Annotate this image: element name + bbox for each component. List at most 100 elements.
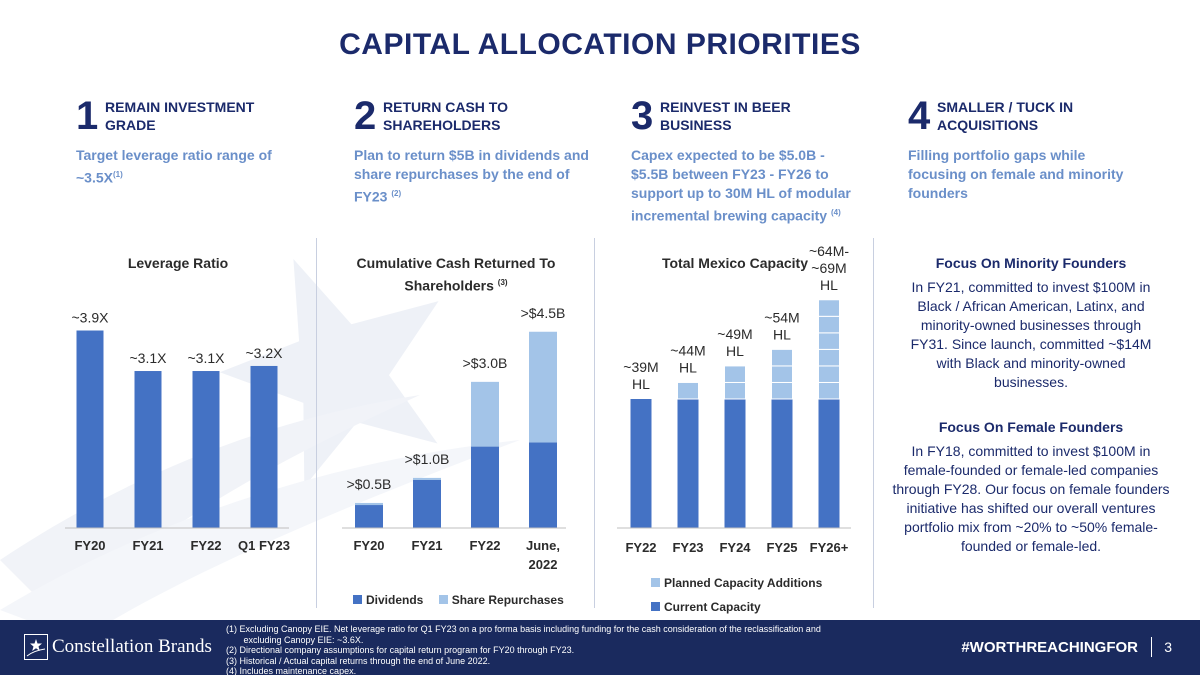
footnote: (2) Directional company assumptions for …	[226, 645, 575, 655]
column-divider	[316, 238, 317, 608]
planned-capacity-segment	[818, 315, 840, 334]
planned-capacity-segment	[677, 381, 699, 400]
pillar-number: 2	[354, 94, 377, 138]
pillar-title-line: REMAIN INVESTMENT	[105, 99, 255, 115]
bar-data-label: HL	[773, 326, 791, 342]
x-tick-label: June,	[526, 538, 560, 553]
leverage-ratio-chart: ~3.9X FY20 ~3.1X FY21 ~3.1X FY22 ~3.2X Q1 FY23	[65, 310, 290, 553]
pillar-description: Filling portfolio gaps while focusing on…	[908, 146, 1138, 203]
x-tick-label: Q1 FY23	[238, 538, 290, 553]
bar-data-label: HL	[632, 376, 650, 392]
x-tick-label: FY25	[766, 540, 797, 555]
footer-bar: Constellation Brands (1) Excluding Canop…	[0, 620, 1200, 677]
bar-data-label: >$0.5B	[347, 476, 392, 492]
current-capacity-bar	[771, 399, 793, 528]
footnote-ref: (1)	[112, 170, 123, 179]
footnote-ref: (3)	[497, 278, 508, 287]
x-tick-label: FY22	[190, 538, 221, 553]
planned-capacity-segment	[818, 381, 840, 400]
share-repurchases-bar	[471, 381, 499, 447]
pillar-number: 1	[76, 94, 99, 138]
footnote: (3) Historical / Actual capital returns …	[226, 655, 491, 666]
current-capacity-bar	[630, 399, 652, 528]
planned-capacity-segment	[771, 365, 793, 383]
pillar-title: REMAIN INVESTMENT GRADE	[105, 98, 254, 134]
bar-data-label: ~49M	[717, 326, 752, 342]
page-number: 3	[1164, 639, 1172, 655]
leverage-chart-title: Leverage Ratio	[127, 255, 229, 271]
pillar-description: Plan to return $5B in dividends and shar…	[354, 146, 596, 207]
pillar-title-line: SHAREHOLDERS	[383, 117, 501, 133]
pillar-number: 3	[631, 94, 654, 138]
pillar-title: SMALLER / TUCK IN ACQUISITIONS	[937, 98, 1073, 134]
dividends-bar	[529, 442, 557, 528]
dividends-bar	[471, 446, 499, 528]
pillar-desc-text: Plan to return $5B in dividends and shar…	[354, 147, 589, 205]
mexico-capacity-chart: ~39MHLFY22~44MHLFY23~49MHLFY24~54MHLFY25…	[617, 243, 851, 555]
planned-capacity-segment	[771, 381, 793, 400]
x-tick-label: FY20	[353, 538, 384, 553]
current-capacity-bar	[677, 399, 699, 528]
dividends-bar	[355, 505, 383, 528]
mexico-capacity-chart-title: Total Mexico Capacity	[661, 255, 808, 271]
legend-label: Current Capacity	[664, 600, 761, 614]
planned-capacity-segment	[818, 332, 840, 350]
footnote: (1) Excluding Canopy EIE. Net leverage r…	[226, 624, 821, 634]
cash-returned-legend: Dividends Share Repurchases	[353, 593, 576, 607]
share-repurchases-bar	[355, 502, 383, 506]
footer-separator	[1151, 637, 1152, 657]
x-tick-label: FY21	[132, 538, 163, 553]
bar-data-label: ~39M	[623, 359, 658, 375]
female-founders-heading: Focus On Female Founders	[938, 419, 1124, 435]
bar-data-label: ~3.9X	[72, 310, 110, 326]
planned-capacity-segment	[818, 348, 840, 367]
legend-label: Planned Capacity Additions	[664, 576, 823, 590]
company-brand-name: Constellation Brands	[52, 636, 212, 657]
bar-data-label: >$4.5B	[521, 305, 566, 321]
footnote-ref: (2)	[391, 189, 402, 198]
pillar-number: 4	[908, 94, 931, 138]
footnote: (4) Includes maintenance capex.	[226, 666, 357, 676]
pillar-title-line: ACQUISITIONS	[937, 117, 1039, 133]
bar-data-label: >$1.0B	[405, 451, 450, 467]
legend-label: Share Repurchases	[451, 593, 564, 607]
bar-data-label: ~3.1X	[130, 350, 168, 366]
x-tick-label: FY23	[672, 540, 703, 555]
pillar-desc-text: Capex expected to be $5.0B - $5.5B betwe…	[631, 147, 851, 224]
legend-swatch	[353, 595, 362, 604]
x-tick-label: FY22	[625, 540, 656, 555]
planned-capacity-segment	[771, 348, 793, 367]
bar-data-label: HL	[820, 277, 838, 293]
bar-data-label: ~69M	[811, 260, 846, 276]
cash-returned-chart-title: Cumulative Cash Returned To Shareholders…	[351, 254, 561, 296]
planned-capacity-segment	[724, 365, 746, 383]
hashtag: #WORTHREACHINGFOR	[961, 639, 1138, 656]
bar-data-label: ~64M-	[809, 243, 849, 259]
x-tick-label: FY26+	[810, 540, 849, 555]
footnotes: (1) Excluding Canopy EIE. Net leverage r…	[226, 624, 926, 677]
dividends-bar	[413, 479, 441, 528]
pillar-title-line: BUSINESS	[660, 117, 732, 133]
bar-data-label: ~54M	[764, 309, 799, 325]
bar-data-label: ~3.2X	[246, 345, 284, 361]
company-logo-icon	[24, 634, 48, 660]
pillar-title-line: SMALLER / TUCK IN	[937, 99, 1074, 115]
minority-founders-heading: Focus On Minority Founders	[935, 255, 1127, 271]
pillar-title-line: REINVEST IN BEER	[660, 99, 791, 115]
share-repurchases-bar	[413, 477, 441, 480]
cash-returned-title-text: Cumulative Cash Returned To Shareholders	[356, 255, 556, 294]
current-capacity-bar	[818, 399, 840, 528]
minority-founders-block: Focus On Minority Founders In FY21, comm…	[886, 254, 1176, 392]
x-tick-label: 2022	[529, 557, 558, 572]
share-repurchases-bar	[529, 331, 557, 443]
page-title: CAPITAL ALLOCATION PRIORITIES	[339, 28, 861, 61]
leverage-bar	[192, 371, 220, 528]
bar-data-label: HL	[679, 359, 697, 375]
pillar-title-line: RETURN CASH TO	[383, 99, 508, 115]
leverage-bar	[250, 365, 278, 528]
mexico-capacity-legend: Planned Capacity Additions Current Capac…	[651, 571, 822, 619]
bar-data-label: >$3.0B	[463, 355, 508, 371]
x-tick-label: FY24	[719, 540, 751, 555]
pillar-title-line: GRADE	[105, 117, 156, 133]
legend-swatch	[651, 602, 660, 611]
